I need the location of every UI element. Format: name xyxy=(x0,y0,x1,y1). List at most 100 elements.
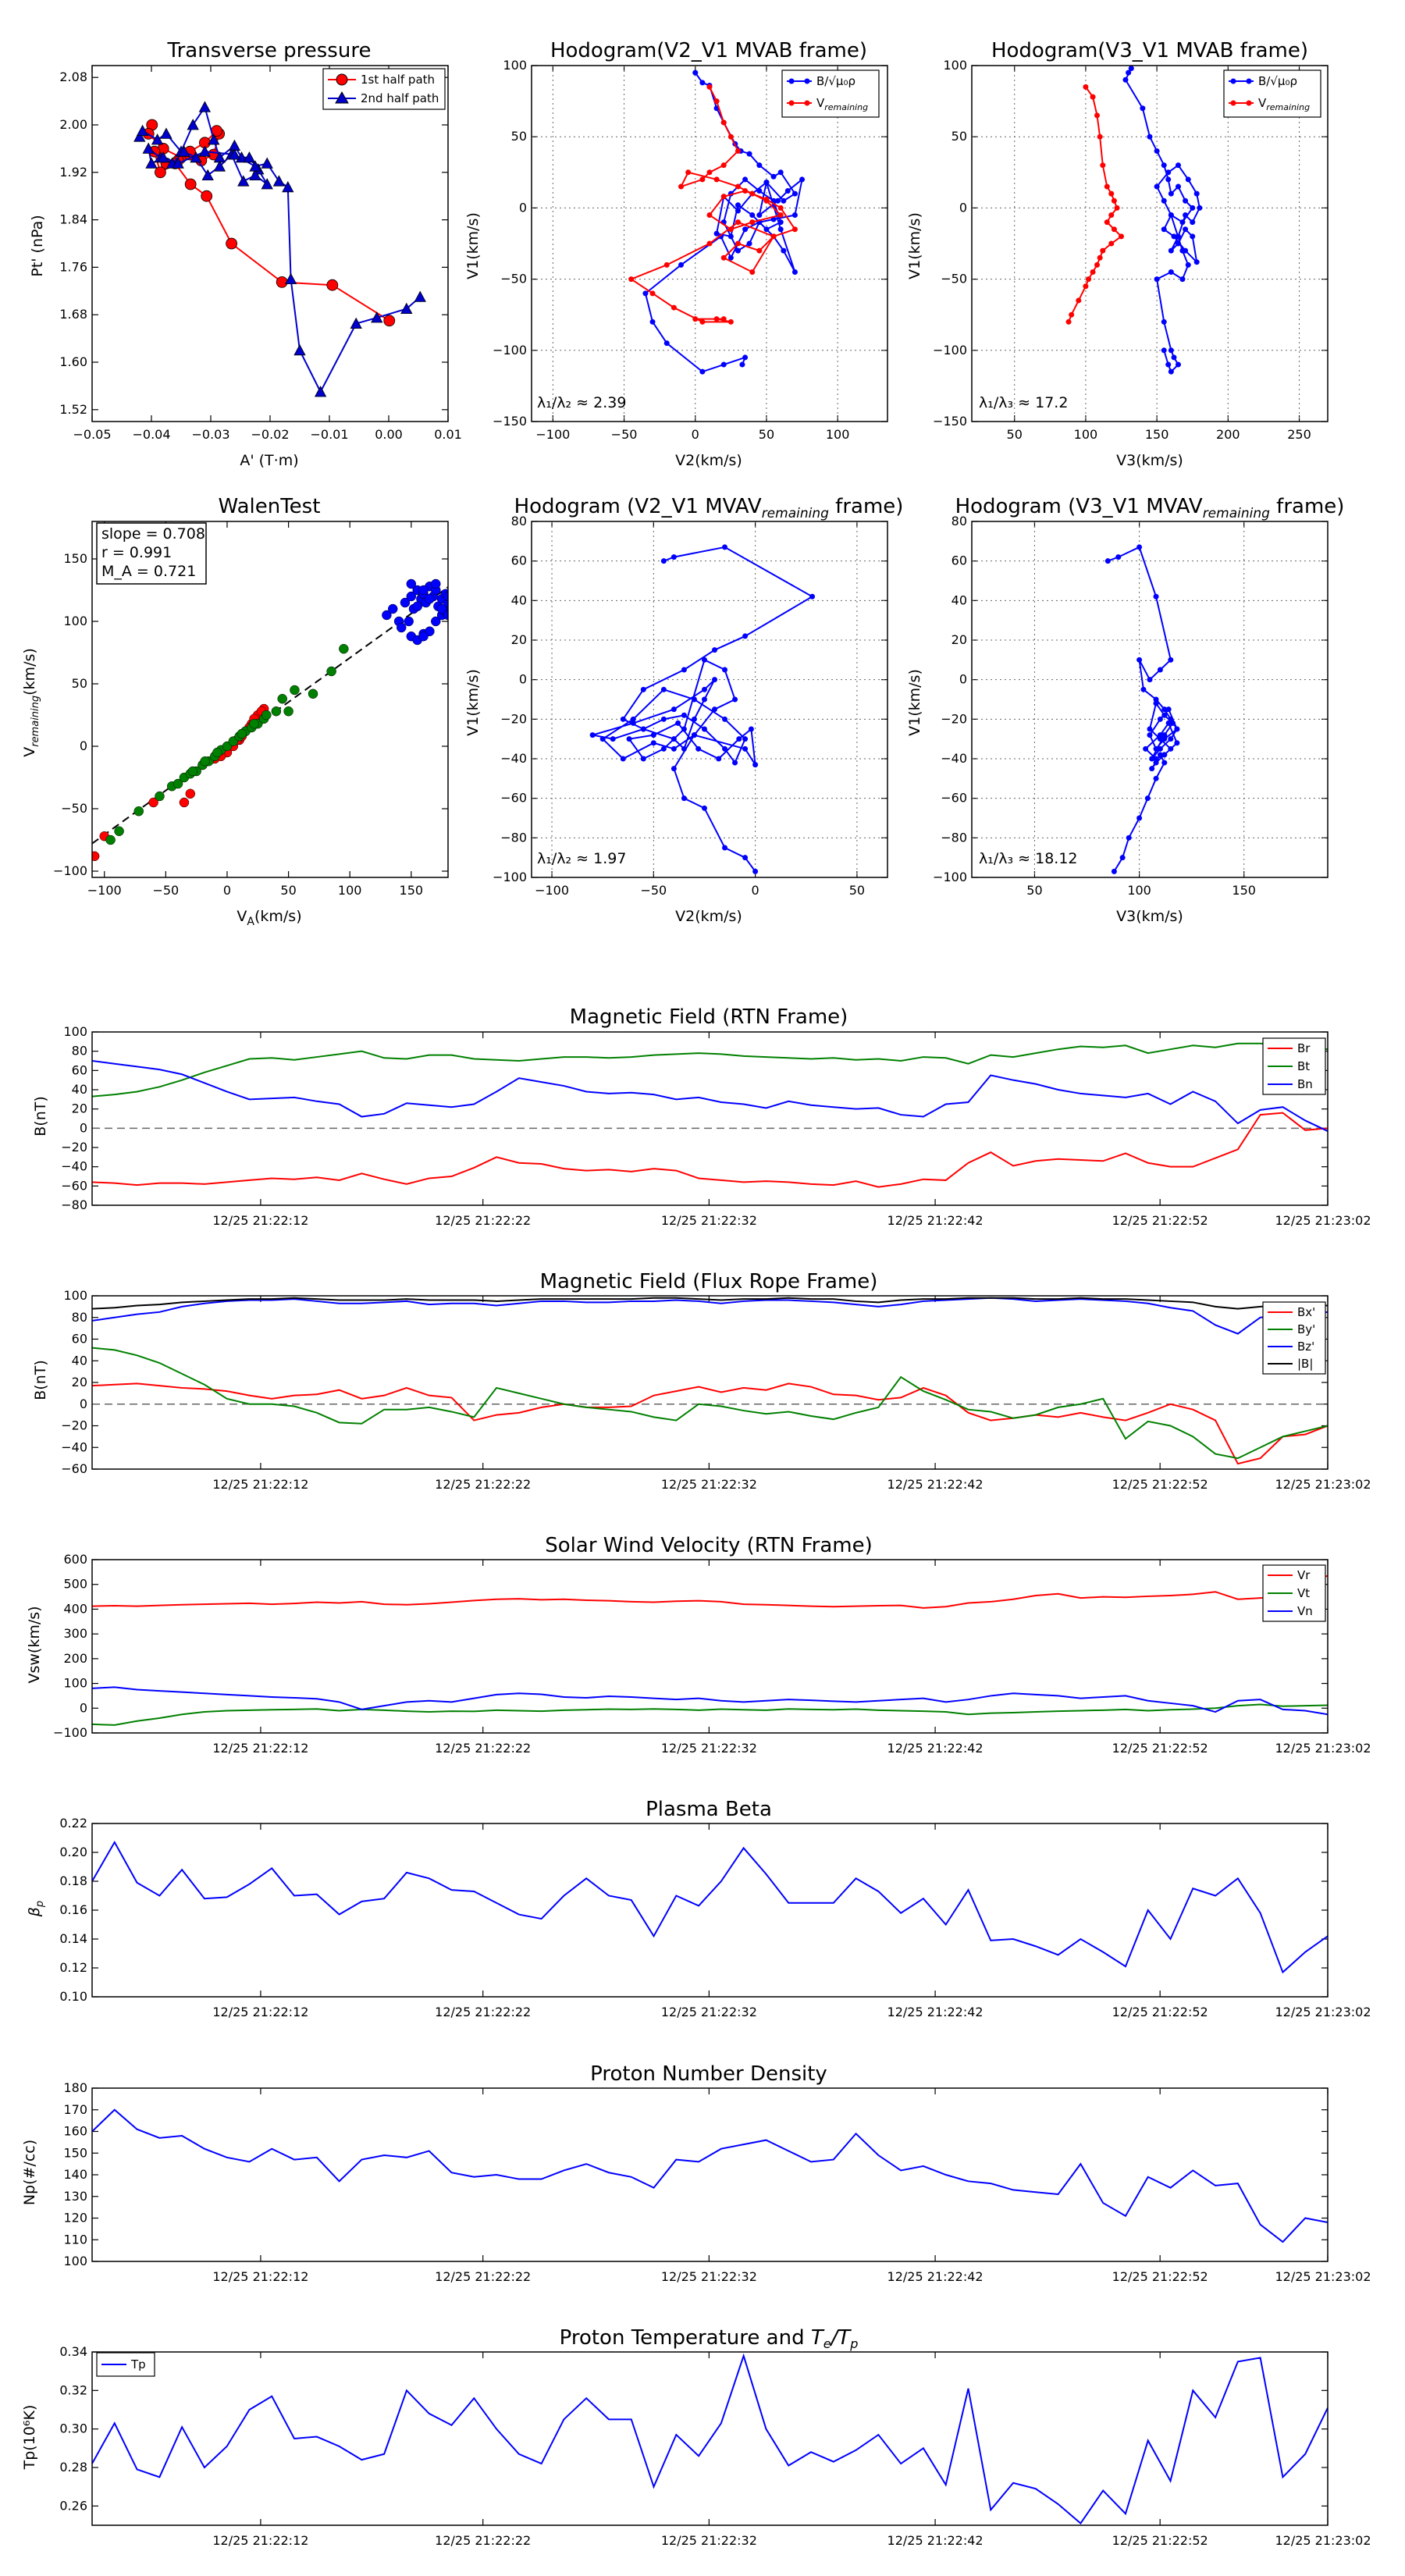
ytick-label: −20 xyxy=(500,711,527,726)
xtick-label: −0.05 xyxy=(73,427,111,442)
ytick-label: 150 xyxy=(63,2145,87,2160)
data-point xyxy=(620,716,626,722)
plot-border xyxy=(91,1823,1329,1998)
xtick-label: −100 xyxy=(535,427,570,442)
time-tick-label: 12/25 21:22:32 xyxy=(661,1741,757,1756)
ytick-label: −40 xyxy=(941,751,967,766)
ytick-label: 0.32 xyxy=(59,2382,87,2397)
data-point xyxy=(1165,720,1172,726)
time-tick-label: 12/25 21:22:22 xyxy=(435,1741,531,1756)
data-point xyxy=(425,593,435,604)
data-point xyxy=(1126,69,1132,76)
data-point xyxy=(172,157,184,169)
plot-h31v: −100 −80 −60 −40 −20 0 20 40 60 80 50 100 150 xyxy=(933,514,1329,898)
series-vsw-0-line xyxy=(92,1574,1328,1609)
ytick-label: 0.30 xyxy=(59,2421,87,2436)
plot-area-beta xyxy=(92,1823,1328,1997)
data-point xyxy=(1122,76,1129,83)
plot-border xyxy=(531,65,888,422)
data-point xyxy=(763,226,770,233)
data-point xyxy=(589,732,596,738)
time-tick-label: 12/25 21:22:32 xyxy=(661,1477,757,1492)
data-point xyxy=(1157,667,1163,673)
data-point xyxy=(145,157,158,169)
data-point xyxy=(237,728,247,739)
data-point xyxy=(261,157,273,169)
ytick-label: 0.14 xyxy=(59,1931,87,1946)
legend-solar-wind-velocity: Vr Vt Vn xyxy=(1262,1564,1326,1622)
ytick-label: −20 xyxy=(61,1140,87,1155)
data-point xyxy=(1175,361,1181,368)
data-point xyxy=(1147,732,1153,738)
ytick-label: 20 xyxy=(951,632,967,647)
ytick-label: 100 xyxy=(63,1676,87,1691)
data-point xyxy=(1161,197,1167,204)
data-point xyxy=(208,133,220,145)
data-point xyxy=(1119,233,1125,240)
data-point xyxy=(706,84,713,90)
data-point xyxy=(1128,66,1134,72)
data-point xyxy=(1140,105,1146,112)
data-point xyxy=(1140,686,1147,692)
data-layer-mag_rtn xyxy=(92,1042,1328,1188)
time-tick-label: 12/25 21:22:12 xyxy=(212,1213,308,1228)
plot-border xyxy=(91,2351,1329,2526)
xtick-label: −100 xyxy=(87,883,122,898)
data-point xyxy=(692,316,699,322)
data-point xyxy=(339,643,349,654)
data-point xyxy=(630,720,636,726)
data-point xyxy=(742,176,749,183)
data-point xyxy=(1147,726,1153,732)
data-point xyxy=(1161,736,1168,742)
time-tick-label: 12/25 21:22:12 xyxy=(212,2005,308,2019)
data-point xyxy=(249,169,261,181)
data-layer-tp xyxy=(92,2353,1328,2525)
data-point xyxy=(791,212,798,219)
ytick-label: −40 xyxy=(500,751,527,766)
time-tick-label: 12/25 21:22:22 xyxy=(435,1477,531,1492)
data-point xyxy=(237,175,250,187)
ytick-label: −100 xyxy=(933,343,967,358)
time-tick-label: 12/25 21:23:02 xyxy=(1275,2005,1371,2019)
data-point xyxy=(691,732,697,738)
plot-border xyxy=(971,65,1329,422)
data-point xyxy=(670,736,677,742)
data-point xyxy=(1157,732,1163,738)
data-point xyxy=(713,176,720,183)
data-point xyxy=(720,316,727,322)
data-point xyxy=(155,791,165,802)
ytick-label: 1.52 xyxy=(59,402,87,417)
ytick-label: 0.26 xyxy=(59,2498,87,2513)
data-point xyxy=(1171,233,1177,240)
legend-label-b-h31b: B/√μ₀ρ xyxy=(1258,74,1297,88)
data-point xyxy=(387,603,398,614)
plot-area-h21v xyxy=(532,521,887,877)
data-point xyxy=(756,162,763,169)
plot-area-pt xyxy=(92,66,448,422)
ytick-label: −50 xyxy=(61,801,87,816)
walen-stat-r: r = 0.991 xyxy=(101,544,172,561)
plot-border xyxy=(91,65,449,422)
data-point xyxy=(142,142,155,154)
data-point xyxy=(1190,233,1196,240)
ytick-label: −40 xyxy=(61,1159,87,1174)
data-point xyxy=(749,269,756,275)
data-point xyxy=(735,183,741,190)
data-point xyxy=(681,726,687,732)
xtick-label: −50 xyxy=(611,427,638,442)
data-point xyxy=(1185,176,1191,183)
data-point xyxy=(1175,240,1181,247)
legend-label-bx: Bx' xyxy=(1297,1305,1315,1319)
data-point xyxy=(746,151,752,157)
data-point xyxy=(660,745,667,752)
data-point xyxy=(406,578,417,589)
ylabel-magnetic-field-flux-rope: B(nT) xyxy=(32,1360,49,1400)
data-point xyxy=(1165,706,1172,713)
data-point xyxy=(190,151,202,163)
data-point xyxy=(350,317,362,329)
xtick-label: 100 xyxy=(1074,427,1098,442)
plot-area-np xyxy=(92,2088,1328,2261)
data-point xyxy=(1094,112,1101,119)
data-point xyxy=(1170,720,1176,726)
xtick-label: 0 xyxy=(692,427,699,442)
